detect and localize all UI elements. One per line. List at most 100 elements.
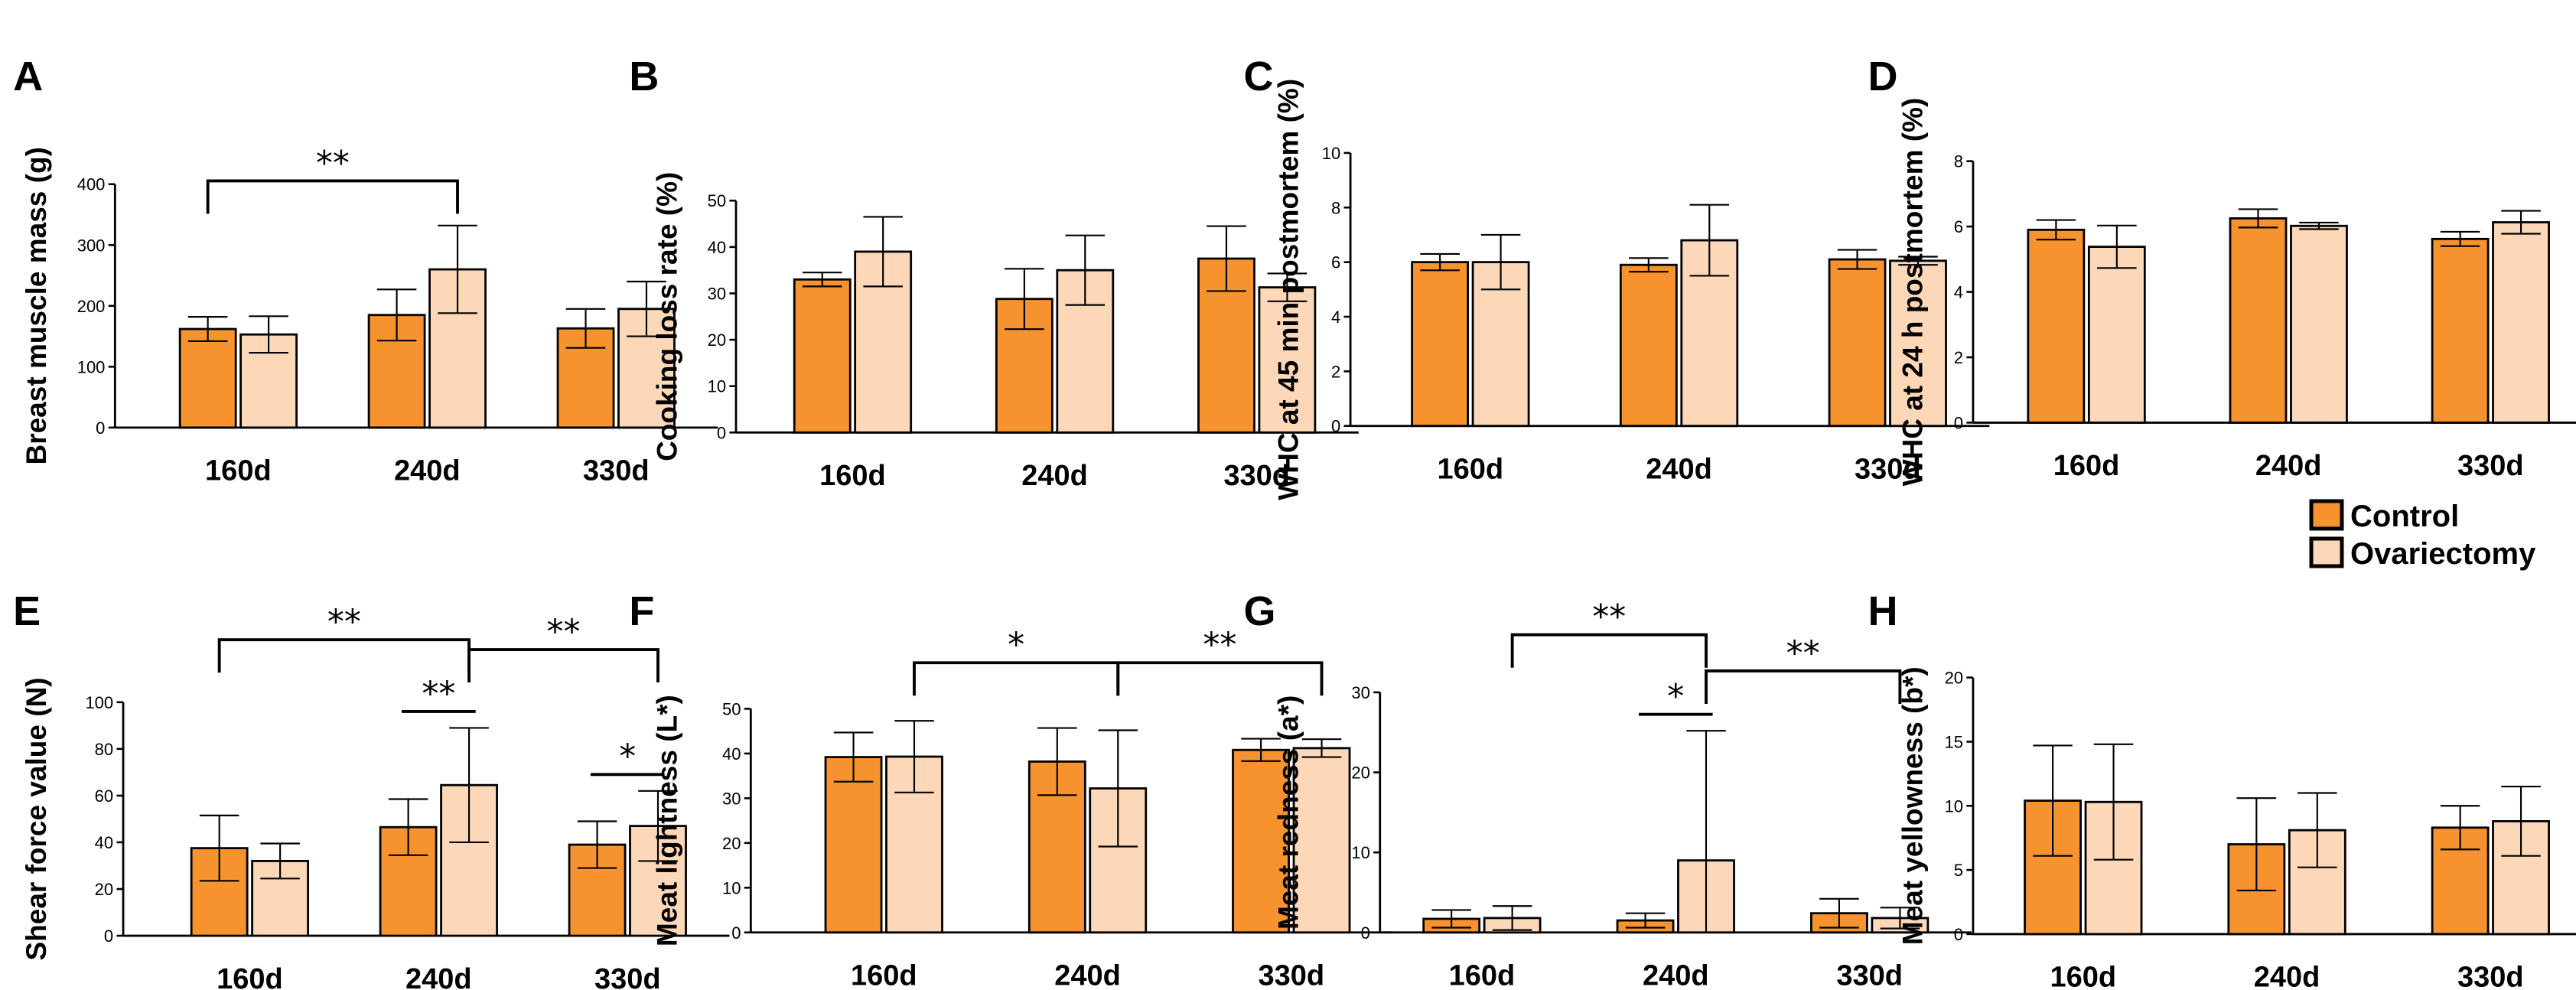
y-tick-label-E: 0 — [104, 926, 113, 946]
y-tick-label-C: 2 — [1331, 362, 1340, 381]
panel-D — [1966, 160, 2576, 424]
y-tick-label-C: 8 — [1331, 198, 1340, 217]
y-tick-label-E: 60 — [95, 786, 113, 806]
x-tick-label-E: 240d — [405, 963, 472, 990]
y-tick-label-D: 6 — [1954, 217, 1963, 236]
y-tick-label-F: 40 — [722, 744, 741, 764]
panel-G — [1373, 633, 1972, 934]
y-tick-label-H: 15 — [1945, 732, 1963, 751]
x-tick-label-F: 330d — [1258, 960, 1324, 990]
x-tick-label-A: 330d — [583, 455, 650, 487]
y-tick-label-F: 50 — [722, 699, 741, 718]
x-tick-label-C: 240d — [1646, 454, 1712, 486]
y-tick-label-D: 2 — [1954, 348, 1963, 367]
bar-A-control-330d — [556, 327, 615, 429]
y-tick-label-E: 80 — [95, 740, 113, 759]
y-axis-label-F: Meat lightness (L*) — [652, 695, 683, 946]
y-tick-label-C: 10 — [1322, 144, 1340, 163]
y-axis-label-H: Meat yellowness (b*) — [1897, 666, 1928, 945]
bar-B-ovariectomy-330d — [1258, 286, 1317, 434]
y-tick-label-B: 20 — [708, 331, 726, 350]
bar-B-control-160d — [793, 278, 852, 434]
y-tick-label-G: 30 — [1351, 683, 1369, 702]
significance-label-F: ** — [1203, 626, 1236, 665]
bar-F-control-160d — [824, 756, 883, 934]
significance-label-G: ** — [1592, 598, 1626, 637]
significance-label-E: ** — [547, 612, 581, 651]
x-tick-label-H: 330d — [2457, 962, 2524, 990]
significance-bracket-E — [467, 648, 659, 683]
bar-A-control-160d — [178, 327, 237, 429]
significance-label-G: ** — [1786, 633, 1820, 672]
y-axis-label-D: WHC at 24 h postmortem (%) — [1897, 98, 1928, 487]
significance-bracket-G — [1510, 633, 1708, 668]
y-tick-label-A: 100 — [77, 357, 106, 376]
significance-label-A: ** — [316, 144, 350, 183]
bar-D-ovariectomy-330d — [2492, 221, 2550, 424]
y-tick-label-G: 10 — [1351, 843, 1369, 862]
y-tick-label-E: 20 — [95, 880, 113, 899]
y-axis-label-G: Meat redness (a*) — [1272, 695, 1304, 930]
panel-label-B: B — [629, 54, 659, 99]
x-tick-label-E: 330d — [594, 963, 661, 990]
y-tick-label-D: 4 — [1954, 283, 1963, 302]
y-axis-label-A: Breast muscle mass (g) — [21, 147, 52, 464]
significance-label-G: * — [1667, 677, 1684, 716]
x-tick-label-G: 330d — [1836, 960, 1903, 990]
bar-A-ovariectomy-160d — [239, 333, 298, 429]
significance-bracket-G — [1705, 669, 1902, 704]
panel-E — [116, 638, 730, 937]
x-tick-label-C: 160d — [1438, 454, 1504, 486]
y-tick-label-C: 0 — [1331, 417, 1340, 436]
legend-swatch-control — [2309, 499, 2344, 531]
x-tick-label-H: 240d — [2254, 962, 2320, 990]
x-tick-label-A: 160d — [205, 455, 272, 487]
x-tick-label-F: 240d — [1054, 960, 1121, 990]
y-tick-label-B: 10 — [708, 377, 726, 396]
y-tick-label-C: 4 — [1331, 308, 1340, 327]
y-tick-label-B: 50 — [708, 191, 726, 210]
y-tick-label-H: 5 — [1954, 861, 1963, 880]
panel-label-H: H — [1868, 588, 1898, 634]
y-tick-label-A: 0 — [96, 418, 105, 438]
y-axis-label-E: Shear force value (N) — [21, 677, 52, 960]
panel-label-F: F — [629, 588, 654, 634]
y-axis-label-C: WHC at 45 min postmortem (%) — [1272, 79, 1304, 500]
y-tick-label-F: 20 — [722, 834, 741, 853]
y-tick-label-B: 40 — [708, 238, 726, 257]
x-tick-label-D: 240d — [2255, 450, 2322, 482]
significance-label-E: * — [619, 738, 636, 777]
y-tick-label-D: 8 — [1954, 152, 1963, 171]
y-tick-label-G: 0 — [1361, 923, 1370, 943]
y-tick-label-F: 10 — [722, 878, 741, 897]
x-tick-label-C: 330d — [1855, 454, 1921, 486]
bar-C-control-330d — [1828, 258, 1887, 428]
significance-bracket-F — [913, 661, 1120, 696]
y-tick-label-B: 0 — [717, 423, 726, 442]
significance-label-F: * — [1008, 626, 1024, 665]
y-tick-label-A: 200 — [77, 297, 106, 316]
y-tick-label-E: 100 — [85, 693, 113, 712]
y-tick-label-D: 0 — [1954, 413, 1963, 432]
panel-B — [729, 199, 1359, 434]
bar-D-ovariectomy-240d — [2290, 224, 2348, 424]
y-tick-label-F: 30 — [722, 789, 741, 808]
y-tick-label-E: 40 — [95, 833, 113, 852]
panel-C — [1343, 151, 1990, 428]
panel-A — [108, 179, 718, 429]
bar-C-control-160d — [1411, 261, 1470, 428]
bar-D-control-330d — [2431, 237, 2490, 424]
x-tick-label-B: 240d — [1021, 460, 1088, 492]
y-tick-label-C: 6 — [1331, 253, 1340, 272]
y-tick-label-H: 20 — [1945, 669, 1963, 688]
y-tick-label-G: 20 — [1351, 764, 1369, 783]
x-tick-label-A: 240d — [394, 455, 461, 487]
x-tick-label-F: 160d — [851, 960, 917, 990]
significance-label-E: ** — [422, 674, 455, 713]
bar-C-ovariectomy-330d — [1889, 259, 1947, 428]
x-tick-label-H: 160d — [2050, 962, 2116, 990]
y-tick-label-H: 10 — [1945, 796, 1963, 816]
y-tick-label-A: 300 — [77, 236, 106, 255]
